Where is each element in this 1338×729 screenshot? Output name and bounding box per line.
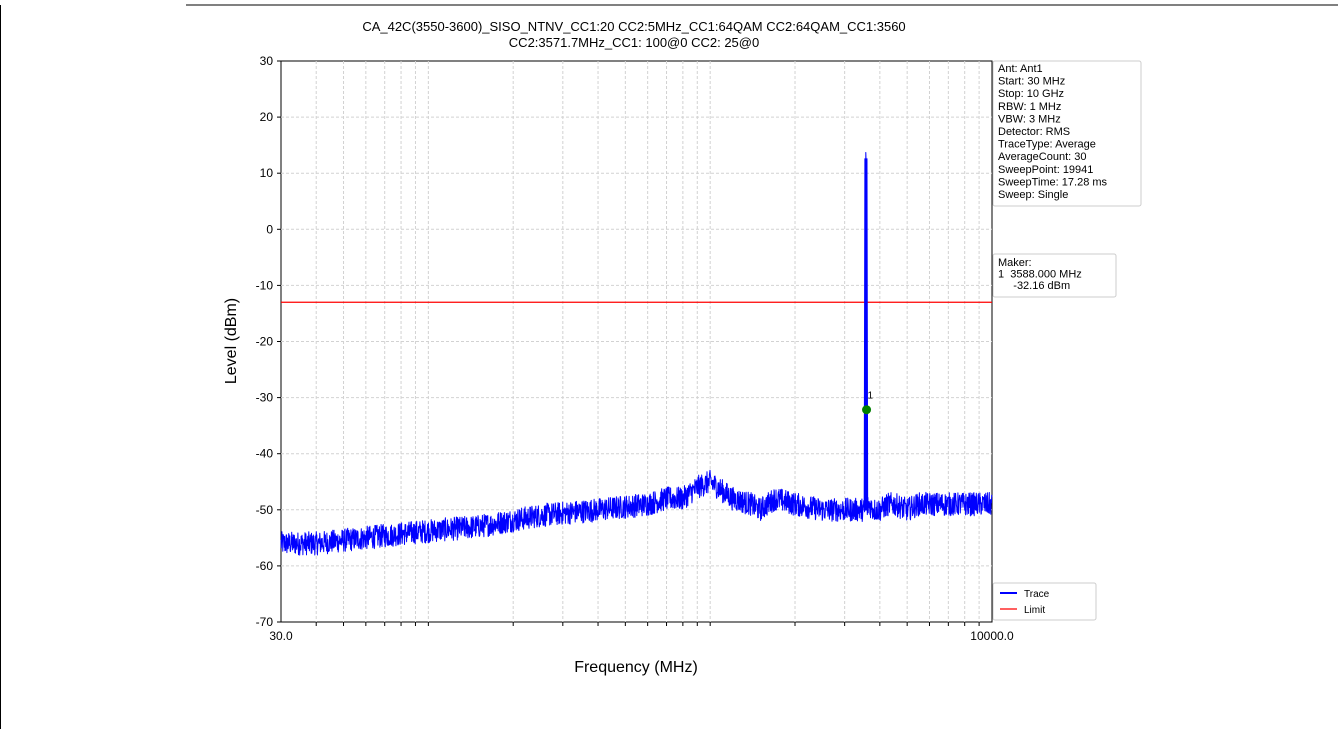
y-tick-label: -40 (256, 447, 274, 461)
y-tick-label: 10 (260, 166, 274, 180)
settings-line: Ant: Ant1 (998, 63, 1043, 75)
settings-line: Start: 30 MHz (998, 76, 1065, 88)
x-ticks: 30.0 10000.0 (269, 622, 1014, 643)
settings-line: Sweep: Single (998, 189, 1068, 201)
marker-info-line: Maker: (998, 257, 1032, 269)
marker-point (862, 405, 872, 415)
y-axis-label: Level (dBm) (223, 298, 240, 384)
settings-line: VBW: 3 MHz (998, 113, 1061, 125)
y-tick-label: 20 (260, 110, 274, 124)
trace-peak (863, 158, 869, 511)
y-ticks: 30 20 10 0 -10 -20 -30 -40 -50 -60 -70 (256, 54, 281, 629)
y-tick-label: 0 (266, 222, 273, 236)
marker-label: 1 (868, 391, 874, 402)
y-tick-label: -50 (256, 503, 274, 517)
x-tick-label: 10000.0 (970, 629, 1014, 643)
y-tick-label: 30 (260, 54, 274, 68)
settings-line: Detector: RMS (998, 126, 1070, 138)
chart-subtitle: CC2:3571.7MHz_CC1: 100@0 CC2: 25@0 (509, 35, 759, 50)
legend: Trace Limit (992, 582, 1097, 621)
settings-line: RBW: 1 MHz (998, 101, 1061, 113)
settings-line: SweepPoint: 19941 (998, 164, 1093, 176)
page-border (0, 4, 1338, 729)
y-tick-label: -60 (256, 559, 274, 573)
marker-info-line: -32.16 dBm (998, 280, 1070, 292)
marker-box: Maker:1 3588.000 MHz -32.16 dBm (992, 253, 1117, 298)
chart-title: CA_42C(3550-3600)_SISO_NTNV_CC1:20 CC2:5… (362, 19, 905, 34)
settings-line: AverageCount: 30 (998, 151, 1086, 163)
y-tick-label: -70 (256, 615, 274, 629)
series-trace-line (280, 152, 993, 556)
marker-info-line: 1 3588.000 MHz (998, 269, 1082, 281)
settings-line: TraceType: Average (998, 139, 1096, 151)
y-tick-label: -30 (256, 391, 274, 405)
settings-line: SweepTime: 17.28 ms (998, 176, 1108, 188)
y-tick-label: -20 (256, 335, 274, 349)
x-axis-label: Frequency (MHz) (574, 659, 698, 676)
x-tick-label: 30.0 (269, 629, 293, 643)
series-layer: 1 (280, 152, 993, 556)
legend-label-limit: Limit (1024, 605, 1045, 616)
settings-line: Stop: 10 GHz (998, 88, 1064, 100)
legend-label-trace: Trace (1024, 589, 1050, 600)
y-tick-label: -10 (256, 278, 274, 292)
